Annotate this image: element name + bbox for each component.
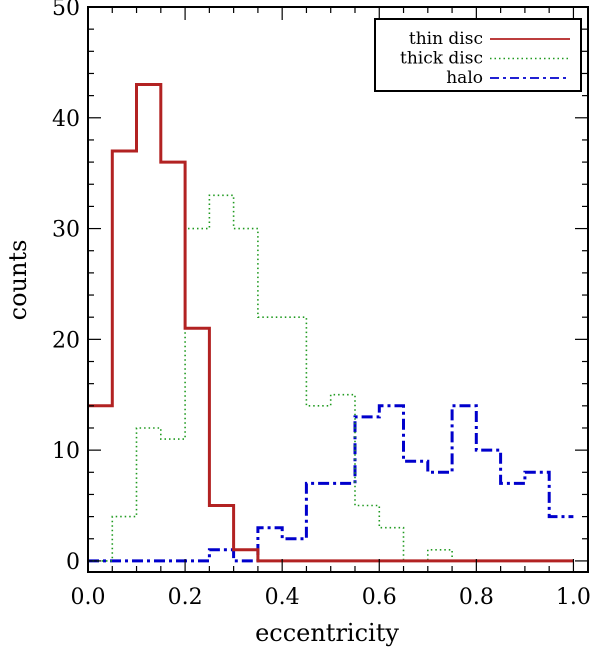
y-tick-label: 40 bbox=[52, 107, 80, 132]
x-tick-label: 0.0 bbox=[71, 585, 106, 610]
x-tick-label: 0.6 bbox=[362, 585, 397, 610]
series-line-thick-disc bbox=[88, 194, 574, 562]
legend-label: thick disc bbox=[400, 49, 483, 69]
legend-label: thin disc bbox=[409, 29, 483, 49]
y-tick-label: 20 bbox=[52, 328, 80, 353]
y-tick-label: 30 bbox=[52, 218, 80, 243]
x-tick-label: 0.4 bbox=[265, 585, 300, 610]
series-line-thin-disc bbox=[88, 83, 574, 563]
y-axis-title: counts bbox=[4, 240, 32, 321]
y-tick-label: 50 bbox=[52, 0, 80, 21]
x-tick-label: 1.0 bbox=[556, 585, 591, 610]
x-tick-label: 0.8 bbox=[459, 585, 494, 610]
plot-area bbox=[88, 83, 574, 563]
y-tick-label: 0 bbox=[66, 550, 80, 575]
x-axis-title: eccentricity bbox=[255, 619, 399, 647]
y-tick-label: 10 bbox=[52, 439, 80, 464]
legend-box bbox=[374, 18, 582, 92]
series-line-halo bbox=[88, 404, 574, 563]
plot-frame bbox=[87, 6, 589, 573]
x-tick-label: 0.2 bbox=[168, 585, 203, 610]
axes: 0.0 0.2 0.4 0.6 0.8 1.0 0 10 20 30 40 50 bbox=[52, 0, 591, 610]
legend-label: halo bbox=[446, 68, 483, 88]
